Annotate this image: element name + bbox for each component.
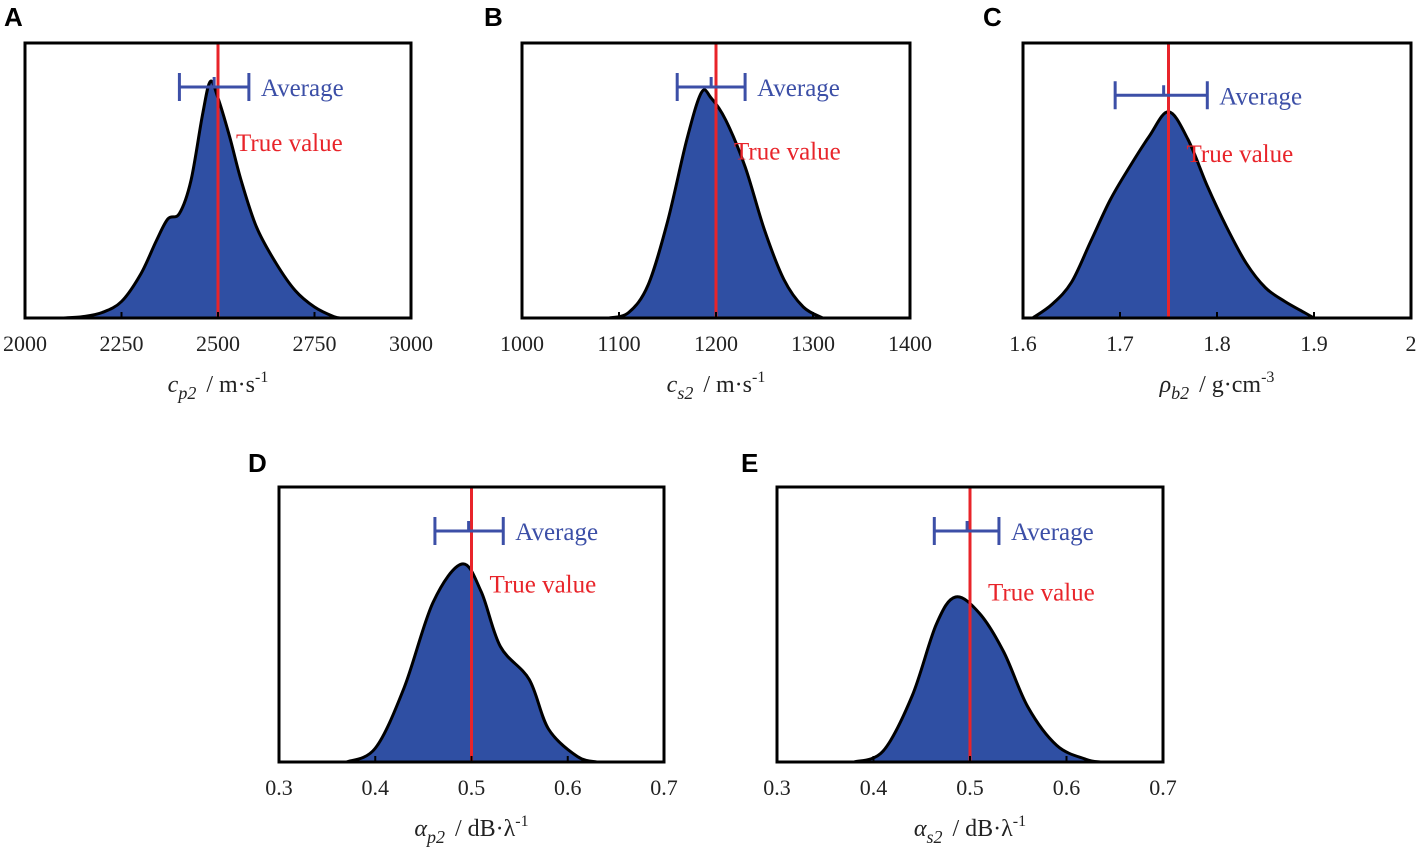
x-tick-label: 0.5 <box>956 775 984 800</box>
x-axis-label: αp2 / dB·λ-1 <box>414 813 528 847</box>
x-tick-label: 0.6 <box>554 775 582 800</box>
x-tick-label: 0.7 <box>1149 775 1177 800</box>
density-outline <box>853 595 1101 764</box>
x-tick-label: 1400 <box>888 331 932 356</box>
average-label: Average <box>1011 519 1094 546</box>
true-value-label: True value <box>988 580 1095 607</box>
x-tick-label: 1300 <box>791 331 835 356</box>
panel-letter: B <box>484 2 503 32</box>
density-outline <box>608 88 824 320</box>
panel-c: C Average True value 1.6 1.7 1.8 1.9 2 ρb2 / g·c… <box>983 2 1417 403</box>
x-tick-label: 2250 <box>100 331 144 356</box>
panel-letter: C <box>983 2 1002 32</box>
x-tick-label: 0.4 <box>362 775 390 800</box>
x-tick-label: 0.5 <box>458 775 486 800</box>
panel-e: E Average True value 0.3 0.4 0.5 0.6 0.7 αs2 / d… <box>741 448 1177 847</box>
x-tick-label: 1.7 <box>1106 331 1134 356</box>
x-tick-label: 0.7 <box>650 775 678 800</box>
x-tick-label: 0.4 <box>860 775 888 800</box>
true-value-label: True value <box>490 571 597 598</box>
x-tick-label: 1100 <box>597 331 640 356</box>
true-value-label: True value <box>1187 141 1294 168</box>
x-tick-label: 2000 <box>3 331 47 356</box>
x-tick-label: 2 <box>1406 331 1417 356</box>
x-tick-label: 1.9 <box>1300 331 1328 356</box>
x-axis-label: cp2 / m·s-1 <box>168 369 269 403</box>
true-value-label: True value <box>236 130 343 157</box>
panel-letter: E <box>741 448 758 478</box>
panel-a: A Average True value 2000 2250 2500 2750 3000 cp… <box>3 2 433 403</box>
x-tick-label: 1000 <box>500 331 544 356</box>
density-area <box>1032 111 1314 318</box>
panel-letter: A <box>4 2 23 32</box>
x-tick-label: 1200 <box>694 331 738 356</box>
average-label: Average <box>261 75 344 102</box>
x-axis-label: ρb2 / g·cm-3 <box>1159 369 1275 403</box>
density-outline <box>1031 110 1315 320</box>
average-label: Average <box>1219 83 1302 110</box>
density-area <box>854 596 1101 762</box>
density-outline <box>63 79 342 320</box>
x-tick-label: 1.6 <box>1009 331 1037 356</box>
panel-letter: D <box>248 448 267 478</box>
x-tick-label: 2500 <box>196 331 240 356</box>
x-tick-label: 0.6 <box>1053 775 1081 800</box>
panel-d: D Average True value 0.3 0.4 0.5 0.6 0.7 αp2 / d… <box>248 448 678 847</box>
x-tick-label: 3000 <box>389 331 433 356</box>
x-axis-label: αs2 / dB·λ-1 <box>914 813 1026 847</box>
x-tick-label: 1.8 <box>1203 331 1231 356</box>
x-tick-label: 0.3 <box>763 775 791 800</box>
x-tick-label: 0.3 <box>265 775 293 800</box>
density-outline <box>345 562 598 764</box>
average-label: Average <box>515 519 598 546</box>
x-axis-label: cs2 / m·s-1 <box>667 369 766 403</box>
x-tick-label: 2750 <box>293 331 337 356</box>
average-label: Average <box>757 75 840 102</box>
true-value-label: True value <box>734 138 841 165</box>
panel-b: B Average True value 1000 1100 1200 1300 1400 cs… <box>484 2 932 403</box>
